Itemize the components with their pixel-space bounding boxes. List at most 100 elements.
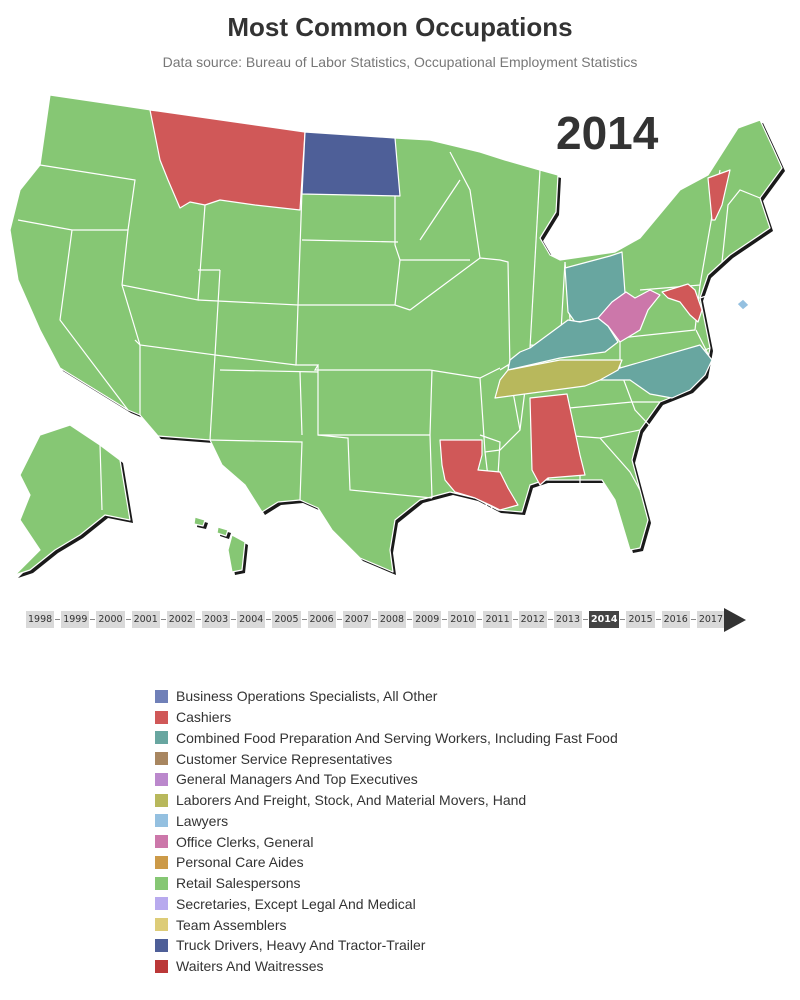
state-montana[interactable]: [149, 109, 306, 211]
legend-item[interactable]: Personal Care Aides: [155, 852, 618, 873]
legend-swatch: [155, 835, 168, 849]
state-tennessee[interactable]: [494, 359, 623, 399]
legend-swatch: [155, 793, 168, 807]
legend-item[interactable]: Combined Food Preparation And Serving Wo…: [155, 728, 618, 749]
timeline-separator: [160, 618, 166, 620]
year-2014[interactable]: 2014: [589, 610, 620, 628]
legend-label: Laborers And Freight, Stock, And Materia…: [176, 792, 527, 809]
year-2007[interactable]: 2007: [342, 610, 371, 628]
legend-swatch: [155, 752, 168, 766]
timeline-separator: [125, 618, 131, 620]
year-2017[interactable]: 2017: [696, 610, 726, 628]
timeline-separator: [90, 618, 96, 620]
legend-label: Personal Care Aides: [176, 854, 304, 871]
year-2000[interactable]: 2000: [96, 610, 125, 628]
legend-label: Truck Drivers, Heavy And Tractor-Trailer: [176, 937, 426, 954]
state-retail-salespersons-region[interactable]: [9, 94, 783, 573]
timeline-separator: [512, 618, 518, 620]
state-alaska[interactable]: [14, 424, 131, 576]
legend-swatch: [155, 731, 168, 745]
timeline-separator: [655, 618, 661, 620]
legend-swatch: [155, 689, 168, 703]
legend-label: Lawyers: [176, 812, 229, 829]
year-2009[interactable]: 2009: [413, 610, 442, 628]
legend-swatch: [155, 897, 168, 911]
legend-item[interactable]: Cashiers: [155, 707, 618, 728]
legend-label: Secretaries, Except Legal And Medical: [176, 895, 416, 912]
legend-item[interactable]: Customer Service Representatives: [155, 748, 618, 769]
timeline-separator: [407, 618, 413, 620]
legend: Business Operations Specialists, All Oth…: [155, 686, 618, 977]
state-district-of-columbia[interactable]: [736, 298, 750, 311]
year-1998[interactable]: 1998: [26, 610, 55, 628]
year-2005[interactable]: 2005: [272, 610, 301, 628]
year-2002[interactable]: 2002: [166, 610, 195, 628]
legend-item[interactable]: Business Operations Specialists, All Oth…: [155, 686, 618, 707]
legend-item[interactable]: Waiters And Waitresses: [155, 956, 618, 977]
year-1999[interactable]: 1999: [61, 610, 90, 628]
timeline-separator: [690, 618, 696, 620]
legend-swatch: [155, 918, 168, 932]
timeline-separator: [442, 618, 448, 620]
year-2008[interactable]: 2008: [377, 610, 407, 628]
legend-swatch: [155, 959, 168, 973]
timeline-separator: [195, 618, 201, 620]
state-hawaii[interactable]: [193, 516, 246, 573]
state-maryland[interactable]: [661, 283, 703, 323]
legend-label: Retail Salespersons: [176, 875, 301, 892]
legend-item[interactable]: Office Clerks, General: [155, 831, 618, 852]
timeline-separator: [301, 618, 307, 620]
legend-item[interactable]: Team Assemblers: [155, 914, 618, 935]
legend-label: Business Operations Specialists, All Oth…: [176, 688, 438, 705]
legend-label: Combined Food Preparation And Serving Wo…: [176, 729, 618, 746]
play-icon[interactable]: [724, 608, 746, 632]
timeline-separator: [547, 618, 553, 620]
chart-subtitle: Data source: Bureau of Labor Statistics,…: [162, 54, 638, 70]
state-north-carolina[interactable]: [594, 344, 713, 399]
legend-label: Cashiers: [176, 709, 232, 726]
chart-title: Most Common Occupations: [227, 12, 573, 42]
legend-swatch: [155, 772, 168, 786]
state-alabama[interactable]: [529, 393, 586, 486]
year-2003[interactable]: 2003: [201, 610, 231, 628]
year-2004[interactable]: 2004: [237, 610, 266, 628]
timeline-separator: [266, 618, 272, 620]
year-2001[interactable]: 2001: [131, 610, 160, 628]
year-2011[interactable]: 2011: [483, 610, 512, 628]
year-timeline: 1998 1999 2000 2001 2002 2003 2004 2005 2006 2007…: [26, 610, 726, 628]
year-2013[interactable]: 2013: [553, 610, 582, 628]
state-north-dakota[interactable]: [301, 131, 401, 197]
year-2016[interactable]: 2016: [661, 610, 690, 628]
us-map: [0, 80, 800, 590]
timeline-separator: [371, 618, 377, 620]
legend-swatch: [155, 855, 168, 869]
legend-label: General Managers And Top Executives: [176, 771, 418, 788]
legend-swatch: [155, 876, 168, 890]
timeline-separator: [583, 618, 588, 620]
timeline-separator: [231, 618, 237, 620]
state-vermont[interactable]: [707, 169, 731, 221]
year-2010[interactable]: 2010: [448, 610, 477, 628]
legend-item[interactable]: Truck Drivers, Heavy And Tractor-Trailer: [155, 935, 618, 956]
legend-label: Office Clerks, General: [176, 833, 314, 850]
legend-item[interactable]: Laborers And Freight, Stock, And Materia…: [155, 790, 618, 811]
legend-swatch: [155, 814, 168, 828]
year-2015[interactable]: 2015: [626, 610, 655, 628]
legend-item[interactable]: Retail Salespersons: [155, 873, 618, 894]
legend-label: Customer Service Representatives: [176, 750, 393, 767]
legend-swatch: [155, 710, 168, 724]
timeline-separator: [477, 618, 483, 620]
current-year-label: 2014: [556, 107, 659, 159]
legend-item[interactable]: General Managers And Top Executives: [155, 769, 618, 790]
year-2012[interactable]: 2012: [518, 610, 547, 628]
legend-label: Waiters And Waitresses: [176, 958, 324, 975]
alaska-border: [99, 444, 103, 511]
state-west-virginia[interactable]: [597, 289, 661, 343]
timeline-separator: [55, 618, 61, 620]
legend-item[interactable]: Lawyers: [155, 811, 618, 832]
year-2006[interactable]: 2006: [307, 610, 336, 628]
state-louisiana[interactable]: [439, 439, 519, 511]
timeline-separator: [336, 618, 342, 620]
legend-item[interactable]: Secretaries, Except Legal And Medical: [155, 894, 618, 915]
timeline-separator: [620, 618, 626, 620]
